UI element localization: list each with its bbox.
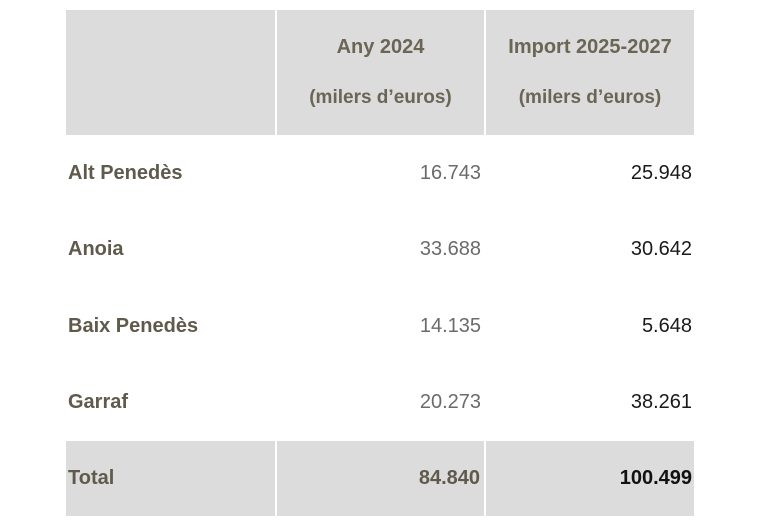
- header-cell-year-2024: Any 2024 (milers d’euros): [276, 10, 486, 135]
- region-name: Garraf: [68, 391, 129, 414]
- table-row: Garraf 20.273 38.261: [66, 365, 694, 442]
- value-2025-2027: 38.261: [630, 391, 692, 414]
- header-import-title: Import 2025-2027: [508, 36, 672, 58]
- value-2025-2027: 30.642: [630, 238, 692, 261]
- header-cell-region: [66, 10, 277, 135]
- value-2024: 33.688: [419, 238, 481, 261]
- table-row: Anoia 33.688 30.642: [66, 212, 694, 289]
- total-label: Total: [66, 441, 277, 516]
- value-2025-2027: 5.648: [641, 314, 692, 337]
- value-2025-2027: 25.948: [630, 161, 692, 184]
- value-2024: 20.273: [419, 391, 481, 414]
- region-name: Anoia: [68, 238, 124, 261]
- value-2024: 14.135: [419, 314, 481, 337]
- table-row: Alt Penedès 16.743 25.948: [66, 135, 694, 212]
- budget-table: Any 2024 (milers d’euros) Import 2025-20…: [66, 10, 694, 516]
- total-value-2024: 84.840: [276, 441, 486, 516]
- header-year-2024-title: Any 2024: [336, 36, 425, 58]
- table-header: Any 2024 (milers d’euros) Import 2025-20…: [66, 10, 694, 135]
- header-row: Any 2024 (milers d’euros) Import 2025-20…: [66, 10, 694, 135]
- total-row: Total 84.840 100.499: [66, 441, 694, 516]
- region-name: Alt Penedès: [68, 161, 183, 184]
- total-value-2025-2027: 100.499: [485, 441, 694, 516]
- value-2024: 16.743: [419, 161, 481, 184]
- region-name: Baix Penedès: [68, 314, 199, 337]
- budget-table-container: Any 2024 (milers d’euros) Import 2025-20…: [66, 10, 694, 516]
- header-cell-import-2025-2027: Import 2025-2027 (milers d’euros): [485, 10, 694, 135]
- header-year-2024-unit: (milers d’euros): [309, 87, 452, 108]
- table-body: Alt Penedès 16.743 25.948 Anoia 33.688 3…: [66, 135, 694, 516]
- table-row: Baix Penedès 14.135 5.648: [66, 288, 694, 365]
- header-import-unit: (milers d’euros): [518, 87, 662, 108]
